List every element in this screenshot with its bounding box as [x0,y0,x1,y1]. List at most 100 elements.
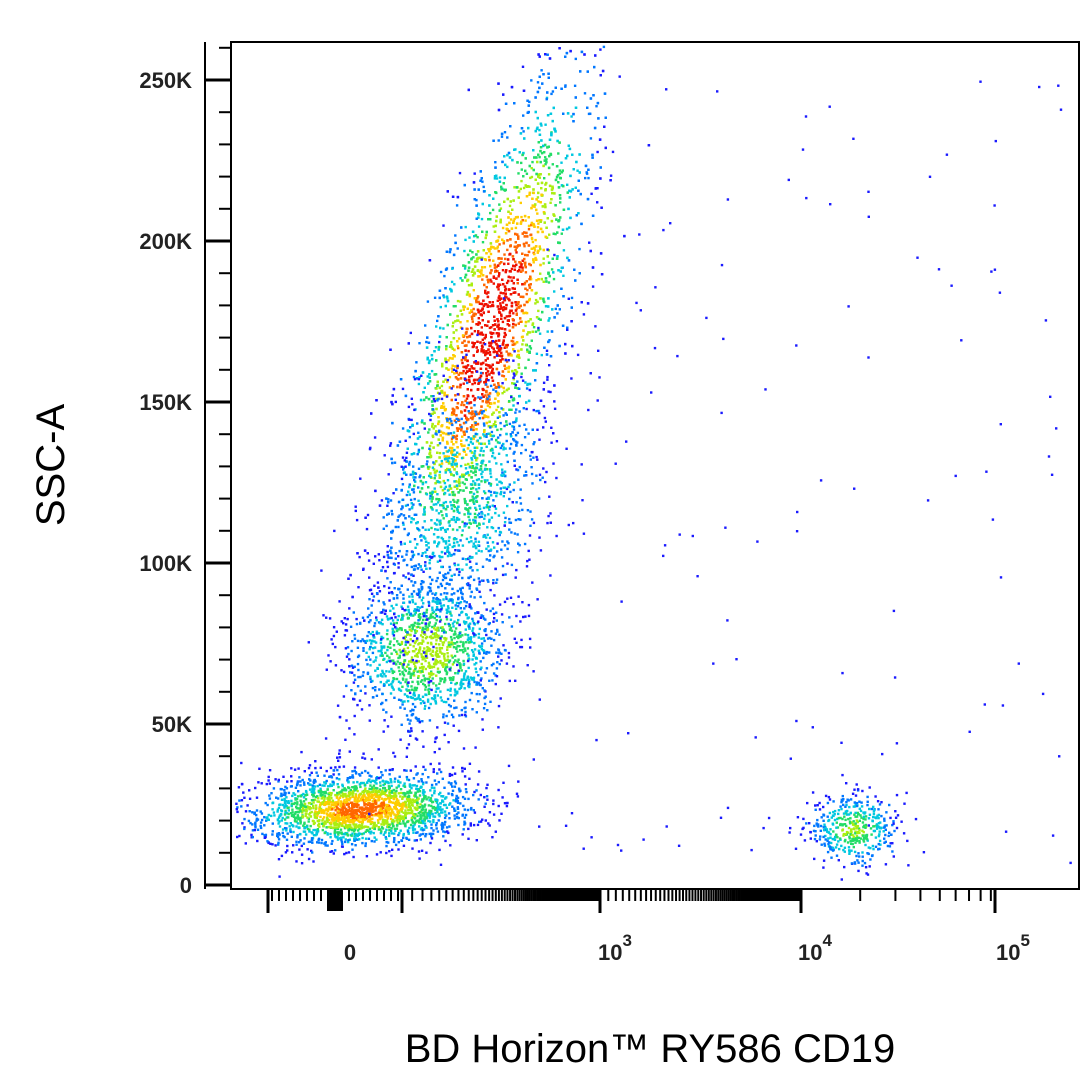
event-dot [364,812,368,815]
event-dot [463,808,466,811]
event-dot [412,574,415,577]
event-dot [372,779,376,783]
event-dot [396,818,400,821]
event-dot [314,780,317,783]
event-dot [354,838,358,841]
event-dot [399,591,402,594]
event-dot [449,687,452,690]
event-dot [398,819,402,823]
event-dot [458,714,461,717]
event-dot [483,696,486,700]
event-dot [339,828,343,831]
event-dot [453,699,456,702]
event-dot [366,771,370,775]
event-dot [477,798,480,801]
event-dot [345,797,348,800]
event-dot [408,670,411,673]
event-dot [358,807,362,810]
event-dot [379,776,382,779]
event-dot [353,837,356,841]
event-dot [481,728,484,731]
event-dot [286,780,289,783]
event-dot [377,649,380,653]
event-dot [431,677,434,680]
event-dot [331,801,335,804]
event-dot [427,665,430,668]
event-dot [409,801,412,804]
event-dot [383,657,386,661]
event-dot [412,831,415,834]
event-dot [475,711,478,714]
event-dot [462,642,465,645]
event-dot [406,617,410,620]
event-dot [353,787,356,791]
event-dot [414,602,417,605]
event-dot [455,568,459,571]
event-dot [334,822,337,825]
event-dot [514,679,517,682]
event-dot [382,708,385,711]
event-dot [371,807,374,810]
event-dot [399,738,402,741]
event-dot [331,839,334,843]
event-dot [323,792,326,795]
event-dot [355,805,358,808]
event-dot [406,695,410,699]
event-dot [335,819,338,823]
event-dot [314,828,317,832]
event-dot [444,622,447,626]
event-dot [301,806,305,810]
event-dot [466,638,470,642]
event-dot [387,785,391,788]
event-dot [415,773,418,776]
event-dot [444,666,448,669]
event-dot [409,734,412,737]
event-dot [465,293,469,296]
event-dot [392,788,395,792]
event-dot [308,830,311,833]
event-dot [353,714,356,718]
event-dot [405,775,409,779]
event-dot [394,843,398,847]
event-dot [399,627,402,630]
event-dot [323,803,326,806]
event-dot [395,813,398,817]
event-dot [327,806,331,809]
event-dot [455,812,459,816]
event-dot [352,791,355,795]
event-dot [380,647,383,650]
event-dot [414,716,418,719]
event-dot [408,595,411,598]
event-dot [374,809,377,812]
event-dot [342,836,345,839]
event-dot [300,862,304,865]
event-dot [462,747,466,750]
event-dot [326,785,330,788]
event-dot [414,629,417,632]
event-dot [397,588,400,591]
event-dot [491,679,494,682]
event-dot [408,667,411,670]
event-dot [347,816,350,820]
event-dot [377,790,380,794]
event-dot [323,795,327,798]
event-dot [383,786,387,790]
event-dot [342,622,345,625]
event-dot [419,828,423,831]
event-dot [295,820,298,823]
event-dot [319,766,322,769]
event-dot [406,830,410,833]
event-dot [396,821,399,824]
event-dot [363,794,366,797]
event-dot [406,700,410,703]
event-dot [350,649,353,653]
event-dot [311,851,314,854]
event-dot [390,682,393,686]
event-dot [302,792,305,796]
event-dot [341,810,345,813]
event-dot [329,850,332,853]
event-dot [382,802,386,806]
event-dot [380,815,384,819]
event-dot [320,797,323,800]
event-dot [351,666,355,669]
